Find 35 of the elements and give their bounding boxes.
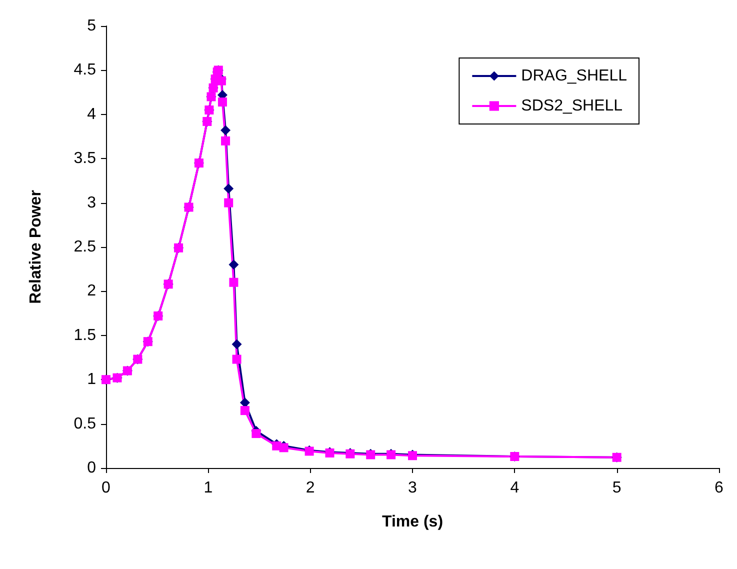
y-tick-label: 2.5 [74, 238, 96, 256]
point [232, 354, 242, 364]
x-tick-label: 6 [714, 480, 724, 496]
point [224, 198, 234, 208]
x-tick-label: 1 [204, 480, 213, 496]
y-tick-label: 5 [87, 18, 96, 34]
y-tick-label: 0.5 [74, 415, 96, 432]
x-tick-label: 4 [510, 480, 520, 496]
point [232, 339, 242, 350]
x-tick-label: 2 [306, 480, 315, 496]
point [229, 278, 238, 287]
point [224, 184, 234, 194]
y-tick-label: 4 [87, 106, 96, 123]
point [252, 429, 261, 438]
y-tick-label: 1 [87, 371, 96, 388]
point [240, 398, 250, 408]
x-tick-label: 5 [612, 480, 622, 496]
point [228, 260, 239, 270]
y-tick-label: 4.5 [74, 62, 96, 79]
y-tick-label: 2 [87, 282, 96, 300]
point [221, 136, 230, 146]
x-axis-title: Time (s) [382, 514, 444, 530]
y-tick-label: 3.5 [74, 150, 96, 168]
x-tick-label: 3 [408, 480, 418, 496]
legend-label: DRAG_SHELL [521, 68, 628, 84]
point [220, 125, 231, 136]
point [279, 443, 288, 452]
point [240, 406, 250, 416]
x-tick-label: 0 [102, 480, 111, 496]
y-tick-label: 1.5 [74, 326, 96, 344]
point [218, 98, 227, 107]
y-tick-label: 0 [87, 460, 96, 476]
y-tick-label: 3 [87, 194, 96, 212]
y-axis-title: Relative Power [28, 190, 44, 304]
legend-label: SDS2_SHELL [521, 98, 623, 114]
